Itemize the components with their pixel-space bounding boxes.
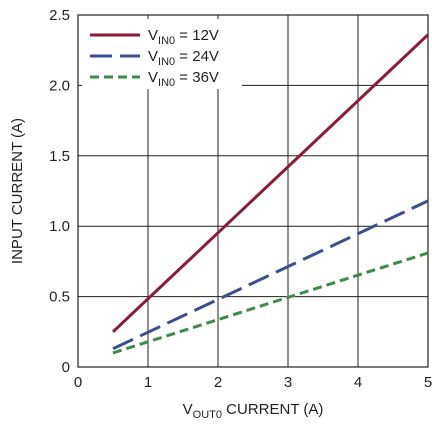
legend-label-sub: IN0 bbox=[158, 56, 175, 68]
x-tick-label: 3 bbox=[284, 374, 292, 391]
legend-label-rest: = 24V bbox=[175, 48, 219, 65]
x-tick-label: 1 bbox=[144, 374, 152, 391]
y-tick-label: 1.0 bbox=[49, 218, 70, 235]
y-tick-label: 0 bbox=[62, 359, 70, 376]
series-line-3 bbox=[112, 251, 429, 355]
legend-label-main: V bbox=[148, 48, 158, 65]
x-axis-title-rest: CURRENT (A) bbox=[222, 401, 323, 418]
series-line-1 bbox=[111, 33, 430, 333]
legend-label-sub: IN0 bbox=[158, 77, 175, 89]
y-axis-title: INPUT CURRENT (A) bbox=[9, 118, 26, 264]
x-axis-title-sub: OUT0 bbox=[193, 409, 222, 421]
legend-label-sub: IN0 bbox=[158, 35, 175, 47]
legend-label-2: VIN0 = 24V bbox=[148, 48, 219, 68]
x-axis-title: VOUT0 CURRENT (A) bbox=[183, 401, 324, 421]
legend-label-main: V bbox=[148, 69, 158, 86]
legend-label-rest: = 36V bbox=[175, 69, 219, 86]
series-lines bbox=[111, 33, 430, 355]
tick-labels: 0 1 2 3 4 5 0 0.5 1.0 1.5 2.0 2.5 bbox=[49, 7, 432, 391]
y-tick-label: 0.5 bbox=[49, 289, 70, 306]
x-axis-title-main: V bbox=[183, 401, 193, 418]
y-tick-label: 2.5 bbox=[49, 7, 70, 24]
legend-label-1: VIN0 = 12V bbox=[148, 27, 219, 47]
legend-label-rest: = 12V bbox=[175, 27, 219, 44]
legend-label-3: VIN0 = 36V bbox=[148, 69, 219, 89]
x-tick-label: 5 bbox=[424, 374, 432, 391]
y-tick-label: 2.0 bbox=[49, 77, 70, 94]
y-tick-label: 1.5 bbox=[49, 148, 70, 165]
x-tick-label: 4 bbox=[354, 374, 362, 391]
legend-label-main: V bbox=[148, 27, 158, 44]
plot-area-border bbox=[77, 14, 429, 368]
series-line-2 bbox=[112, 199, 429, 351]
x-tick-label: 2 bbox=[214, 374, 222, 391]
x-tick-label: 0 bbox=[74, 374, 82, 391]
